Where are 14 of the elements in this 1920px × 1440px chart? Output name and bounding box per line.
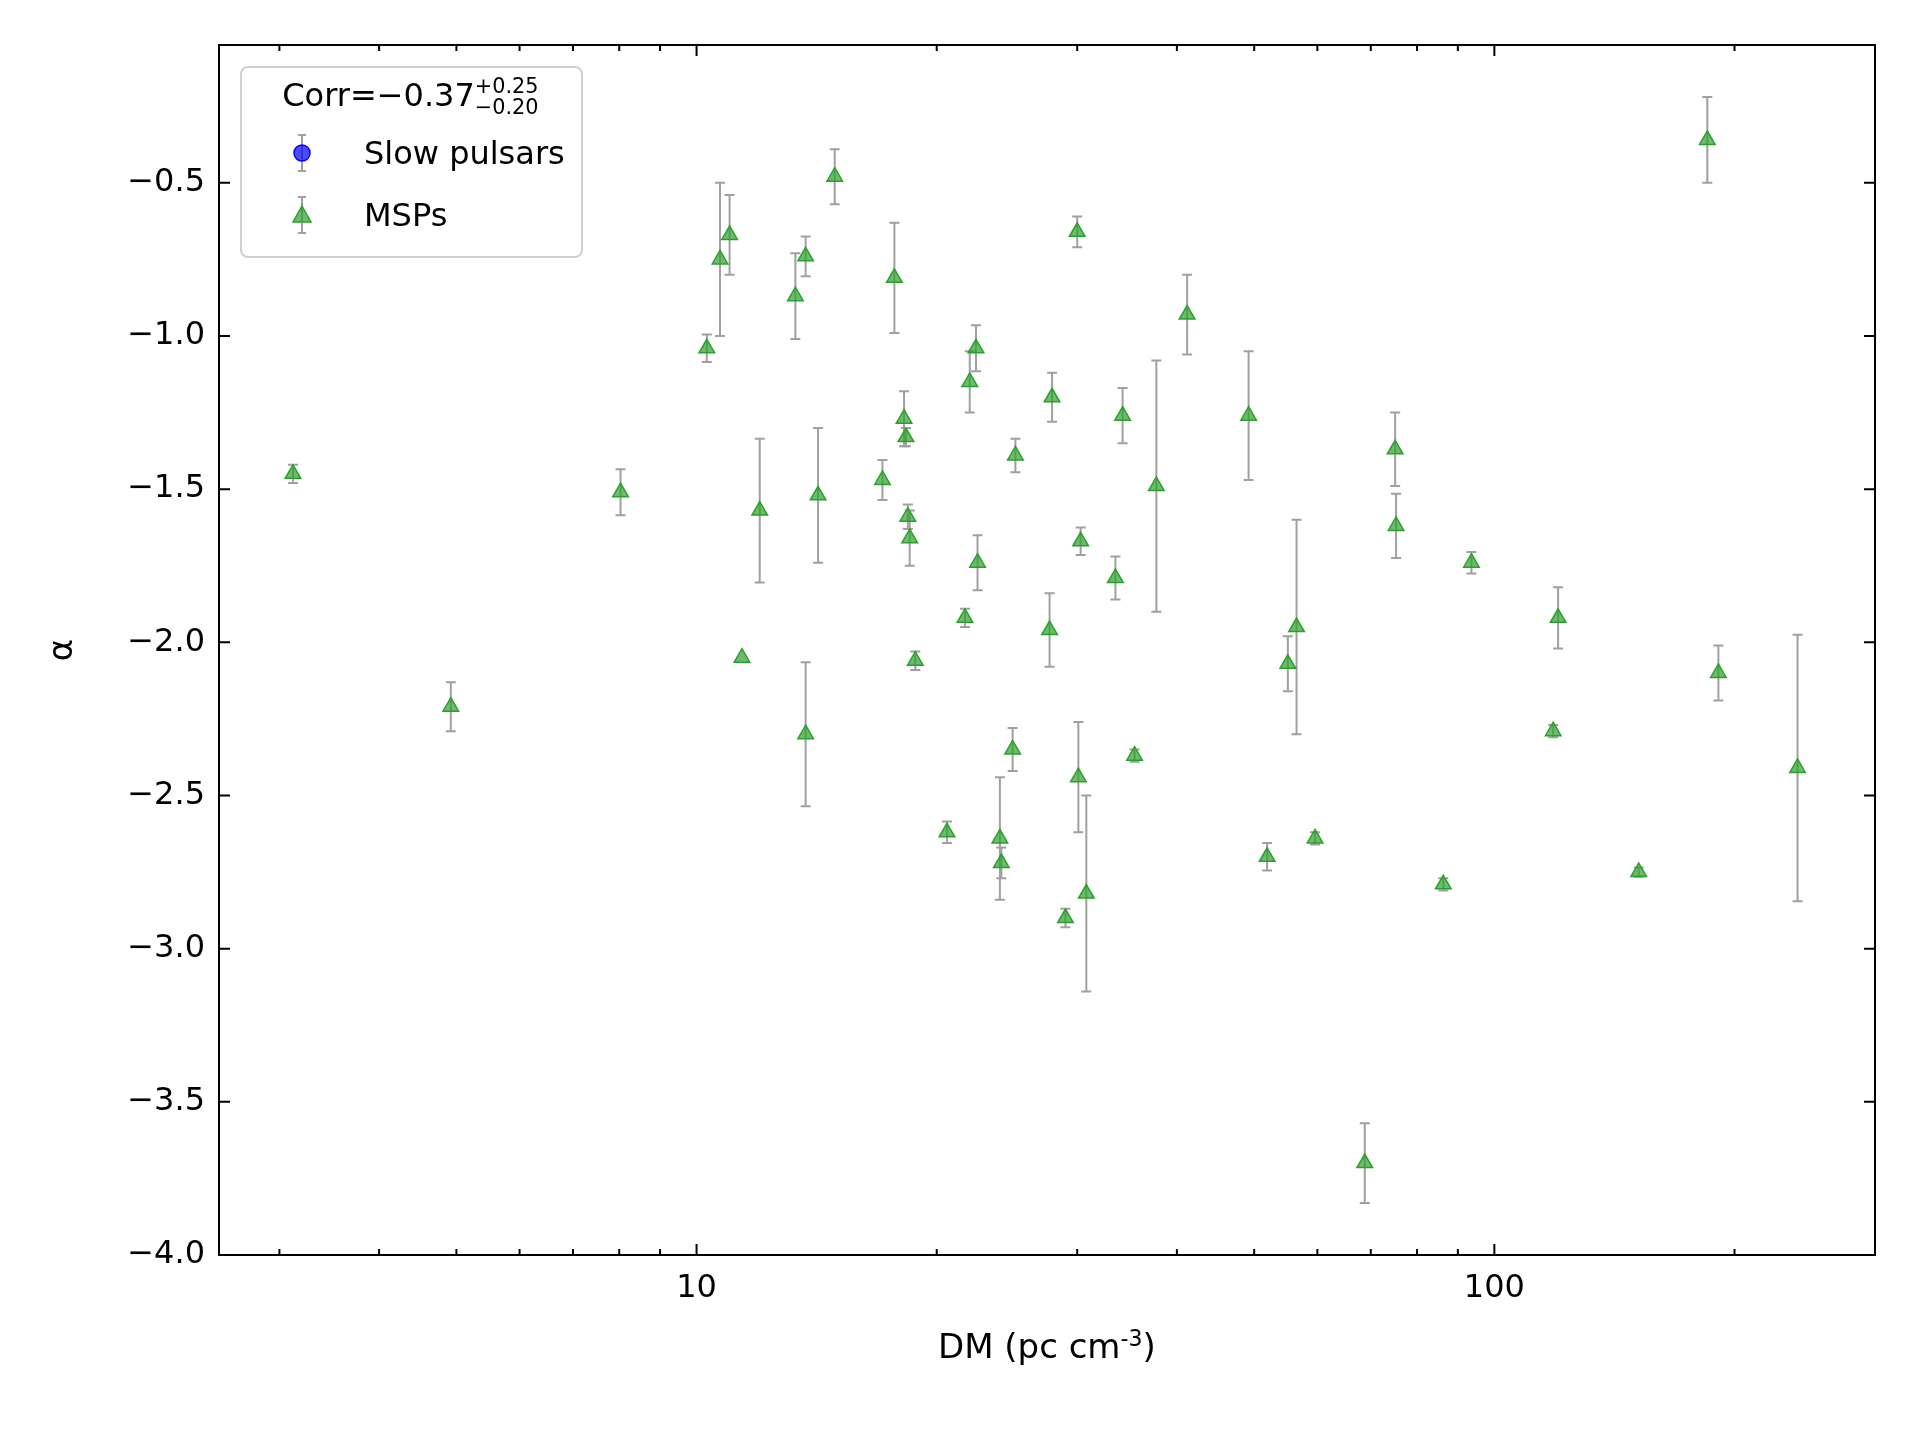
x-tick-label: 10 [676,1266,717,1305]
x-tick-label: 100 [1463,1266,1525,1305]
y-tick-label: −2.5 [127,773,205,812]
legend-label: Slow pulsars [364,133,565,172]
y-tick-label: −3.5 [127,1080,205,1119]
legend-label: MSPs [364,195,448,234]
y-axis-title: α [40,638,81,662]
y-tick-label: −1.5 [127,467,205,506]
y-tick-label: −2.0 [127,620,205,659]
y-tick-label: −0.5 [127,161,205,200]
y-tick-label: −4.0 [127,1233,205,1272]
y-tick-label: −3.0 [127,926,205,965]
y-tick-label: −1.0 [127,314,205,353]
x-axis-title: DM (pc cm$^{-3}$) [938,1325,1156,1367]
